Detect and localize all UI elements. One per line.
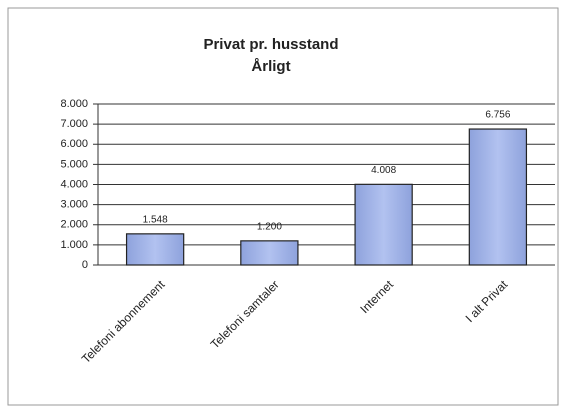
y-tick-label: 4.000: [60, 178, 88, 190]
y-tick-label: 5.000: [60, 158, 88, 170]
y-tick-label: 1.000: [60, 239, 88, 251]
y-tick-label: 8.000: [60, 98, 88, 110]
data-label: 6.756: [485, 110, 510, 121]
y-tick-label: 0: [82, 259, 88, 271]
y-tick-label: 2.000: [60, 219, 88, 231]
y-tick-label: 6.000: [60, 138, 88, 150]
data-label: 4.008: [371, 165, 396, 176]
data-label: 1.548: [143, 214, 168, 225]
chart-frame: [7, 7, 559, 406]
bar: [354, 183, 413, 266]
chart-subtitle: Årligt: [251, 58, 290, 75]
chart-title: Privat pr. husstand: [203, 36, 338, 53]
bar: [240, 240, 299, 266]
data-label: 1.200: [257, 221, 282, 232]
bar: [468, 128, 528, 266]
y-tick-label: 7.000: [60, 118, 88, 130]
y-tick-label: 3.000: [60, 199, 88, 211]
bar: [125, 233, 185, 266]
